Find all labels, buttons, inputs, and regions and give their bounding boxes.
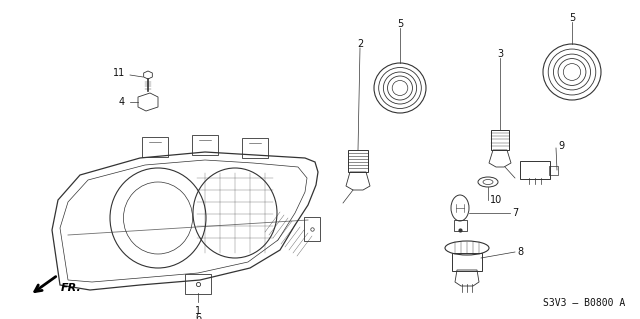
Text: 7: 7	[512, 208, 518, 218]
Text: 3: 3	[497, 49, 503, 59]
Text: 6: 6	[195, 313, 201, 319]
Text: 9: 9	[558, 141, 564, 151]
Text: 8: 8	[517, 247, 523, 257]
Text: FR.: FR.	[61, 283, 82, 293]
Text: 4: 4	[119, 97, 125, 107]
Text: S3V3 — B0800 A: S3V3 — B0800 A	[543, 298, 625, 308]
Text: 10: 10	[490, 195, 502, 205]
Text: 5: 5	[569, 13, 575, 23]
Text: 5: 5	[397, 19, 403, 29]
Text: 2: 2	[357, 39, 363, 49]
Text: 11: 11	[113, 68, 125, 78]
Text: 1: 1	[195, 306, 201, 316]
